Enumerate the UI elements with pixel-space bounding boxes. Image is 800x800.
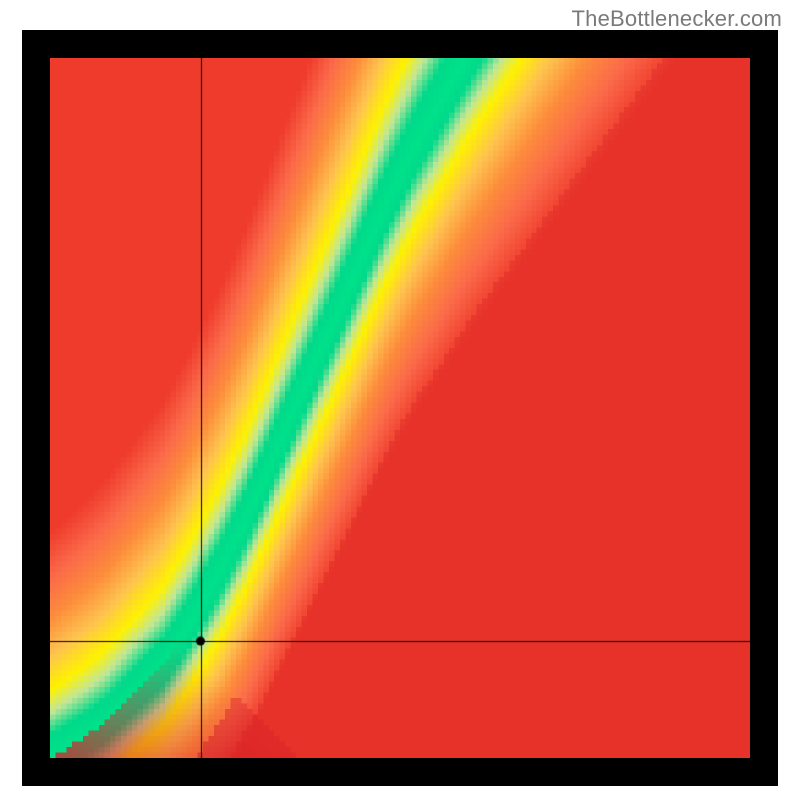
watermark-text: TheBottlenecker.com [572,6,782,32]
crosshair-overlay [50,58,750,758]
chart-container: TheBottlenecker.com [0,0,800,800]
